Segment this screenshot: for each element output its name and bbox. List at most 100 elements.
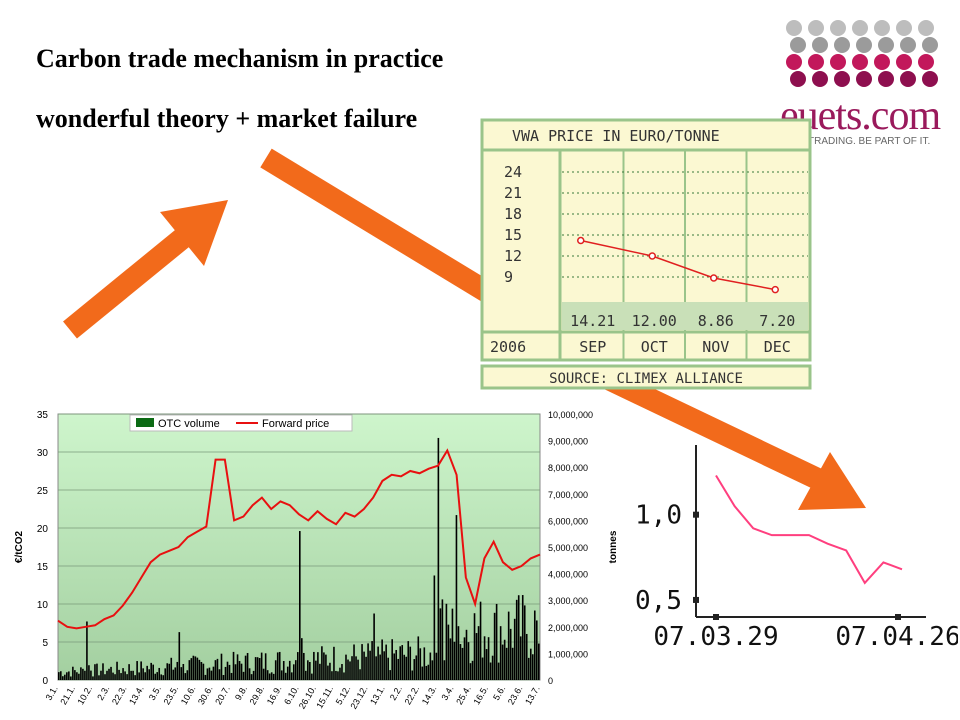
otc-volume-bar [190,658,193,680]
otc-volume-bar [425,665,428,680]
otc-volume-bar [521,595,524,680]
otc-volume-bar [391,639,393,680]
otc-volume-bar [427,664,430,680]
otc-volume-bar [128,664,130,680]
otc-volume-bar [216,658,219,680]
small-y-tick-mark [693,596,699,603]
otc-volume-bar [301,638,303,680]
otc-volume-bar [383,651,385,680]
otc-volume-bar [178,632,181,680]
otc-volume-bar [477,626,480,680]
vwa-category-label: DEC [764,338,791,356]
otc-y2-tick: 2,000,000 [548,623,588,633]
slide-title-line1: Carbon trade mechanism in practice [36,44,444,73]
otc-volume-bar [515,599,518,680]
otc-volume-bar [200,661,203,680]
otc-volume-bar [280,670,283,680]
otc-volume-bar [64,674,66,680]
logo-dot [830,20,846,36]
otc-x-tick: 5.6. [491,684,507,702]
otc-volume-bar [315,660,317,680]
otc-volume-bar [309,661,311,680]
logo-dot [808,54,824,70]
otc-y-axis-label: €/tCO2 [14,530,25,563]
otc-volume-bar [467,642,470,680]
otc-volume-bar [365,656,367,680]
otc-volume-bar [487,637,490,680]
logo-dot [874,54,890,70]
otc-volume-bar [429,652,432,680]
small-x-tick-mark [895,614,901,620]
otc-volume-bar [353,644,355,680]
otc-volume-bar [405,656,408,680]
otc-y-tick: 5 [42,638,48,649]
otc-volume-bar [214,660,217,680]
otc-volume-bar [399,646,402,680]
otc-volume-bar [236,654,239,680]
small-y-tick: 0,5 [635,586,682,616]
otc-volume-bar [202,663,205,680]
otc-volume-bar [158,667,161,680]
otc-volume-bar [204,674,207,680]
otc-volume-bar [317,652,319,680]
otc-volume-bar [503,639,506,680]
otc-y-tick: 30 [37,448,49,459]
small-y-tick: 1,0 [635,501,682,531]
otc-volume-bar [483,636,486,680]
logo-dot [834,71,850,87]
otc-x-tick: 13.1. [368,684,387,706]
otc-volume-bar [88,665,90,680]
logo-dot [900,71,916,87]
otc-y2-tick: 10,000,000 [548,410,593,420]
vwa-y-tick: 24 [504,163,522,181]
vwa-value-row [562,302,808,330]
otc-volume-bar [108,668,110,680]
otc-volume-bar [505,647,508,680]
otc-volume-bar [114,674,116,680]
otc-y-tick: 20 [37,524,49,535]
logo-dot [878,71,894,87]
otc-volume-bar [126,674,128,680]
vwa-value-label: 14.21 [570,312,615,330]
otc-x-tick: 22.3. [110,684,129,706]
otc-volume-bar [507,611,510,680]
otc-volume-bar [493,612,496,680]
otc-volume-bar [222,674,225,680]
otc-volume-bar [228,664,231,680]
otc-volume-bar [385,644,387,680]
otc-volume-bar [176,661,179,680]
otc-volume-bar [371,641,373,680]
otc-volume-bar [94,664,96,680]
vwa-year-label: 2006 [490,338,526,356]
otc-volume-bar [60,671,62,680]
otc-volume-bar [264,653,267,680]
otc-volume-bar [106,670,108,680]
otc-volume-bar [377,646,379,680]
logo-dot [918,20,934,36]
otc-x-tick: 10.6. [179,684,198,706]
vwa-category-label: SEP [579,338,606,356]
otc-volume-bar [272,673,275,680]
otc-volume-bar [234,664,237,680]
otc-volume-bar [395,649,398,680]
vwa-price-chart: VWA PRICE IN EURO/TONNE 24 21 18 15 12 9 14.2… [480,118,812,390]
otc-volume-bar [513,618,516,680]
otc-volume-bar [435,652,438,680]
otc-volume-bar [347,659,349,680]
logo-dot [856,37,872,53]
otc-volume-bar [120,673,122,680]
otc-x-tick: 15.11. [314,684,335,710]
otc-y2-tick: 8,000,000 [548,463,588,473]
logo-dot [834,37,850,53]
logo-dot [878,37,894,53]
otc-volume-bar [154,673,157,680]
otc-x-tick: 25.4. [454,684,473,706]
otc-volume-bar [337,671,339,680]
otc-x-tick: 9.8. [233,684,249,702]
logo-dots-graphic [786,20,938,87]
otc-volume-bar [535,620,538,680]
otc-volume-bar [232,651,235,680]
otc-volume-bar [471,660,474,680]
otc-volume-bar [379,654,381,680]
